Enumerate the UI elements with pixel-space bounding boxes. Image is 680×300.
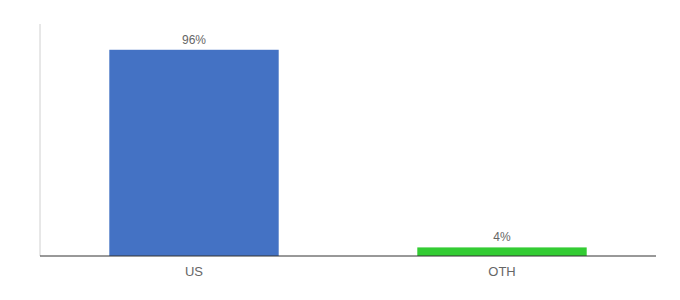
chart: 96% 4% US OTH: [0, 0, 680, 300]
x-tick-label: US: [185, 264, 203, 279]
bars: [109, 50, 586, 256]
x-axis-line: [40, 256, 656, 257]
chart-container: 96% 4% US OTH: [0, 0, 680, 300]
x-axis-labels: US OTH: [185, 264, 516, 279]
data-label: 96%: [182, 33, 206, 47]
x-tick-label: OTH: [488, 264, 515, 279]
bar: [417, 247, 586, 256]
y-axis-line: [40, 24, 41, 256]
data-labels: 96% 4%: [182, 33, 511, 245]
data-label: 4%: [493, 230, 511, 244]
bar: [109, 50, 278, 256]
